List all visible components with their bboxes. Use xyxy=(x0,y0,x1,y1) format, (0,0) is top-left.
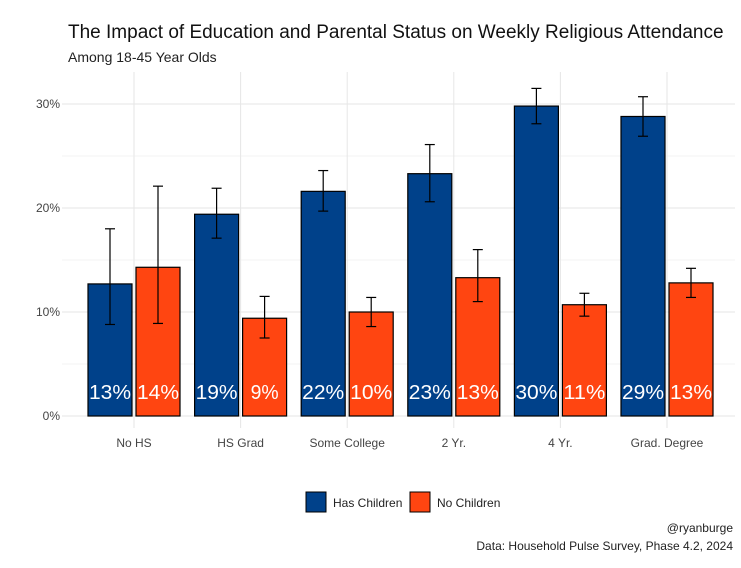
data-label: 13% xyxy=(89,382,131,404)
gridlines xyxy=(62,72,735,428)
bar-has-children xyxy=(407,173,453,417)
bar-has-children xyxy=(513,105,560,417)
x-tick-label: No HS xyxy=(116,436,151,450)
legend-label: Has Children xyxy=(333,496,402,510)
x-tick-label: Some College xyxy=(310,436,386,450)
legend-label: No Children xyxy=(437,496,500,510)
data-label: 23% xyxy=(409,382,451,404)
data-label: 13% xyxy=(457,382,499,404)
bars: 13% 19% 22% 23% 30% 29% 14% 9% 10% 13% 11% 13% xyxy=(87,87,714,417)
data-label: 9% xyxy=(251,382,279,404)
chart-subtitle: Among 18-45 Year Olds xyxy=(68,49,217,65)
chart-title: The Impact of Education and Parental Sta… xyxy=(68,22,724,43)
data-label: 19% xyxy=(196,382,238,404)
x-axis: No HS HS Grad Some College 2 Yr. 4 Yr. Grad. … xyxy=(116,436,703,450)
legend-swatch xyxy=(305,491,327,513)
bar-has-children xyxy=(620,115,666,417)
data-label: 30% xyxy=(515,382,557,404)
legend-swatch xyxy=(409,491,431,513)
caption-source: Data: Household Pulse Survey, Phase 4.2,… xyxy=(476,539,733,553)
data-label: 10% xyxy=(350,382,392,404)
y-tick-label: 0% xyxy=(43,409,61,423)
bar-no-children xyxy=(561,304,608,417)
bar-has-children xyxy=(300,190,346,417)
bar-no-children xyxy=(348,311,394,417)
y-axis: 0% 10% 20% 30% xyxy=(36,97,60,423)
y-tick-label: 10% xyxy=(36,305,60,319)
x-tick-label: 2 Yr. xyxy=(442,436,466,450)
caption-handle: @ryanburge xyxy=(667,521,734,535)
data-label: 11% xyxy=(563,382,605,404)
legend: Has Children No Children xyxy=(305,491,500,513)
bar-no-children xyxy=(668,282,714,417)
bar-has-children xyxy=(87,283,133,417)
data-label: 14% xyxy=(137,382,179,404)
x-tick-label: 4 Yr. xyxy=(548,436,572,450)
data-label: 29% xyxy=(622,382,664,404)
y-tick-label: 20% xyxy=(36,201,60,215)
data-label: 22% xyxy=(302,382,344,404)
data-label: 13% xyxy=(670,382,712,404)
x-tick-label: Grad. Degree xyxy=(631,436,704,450)
y-tick-label: 30% xyxy=(36,97,60,111)
x-tick-label: HS Grad xyxy=(217,436,264,450)
bar-has-children xyxy=(194,213,240,417)
